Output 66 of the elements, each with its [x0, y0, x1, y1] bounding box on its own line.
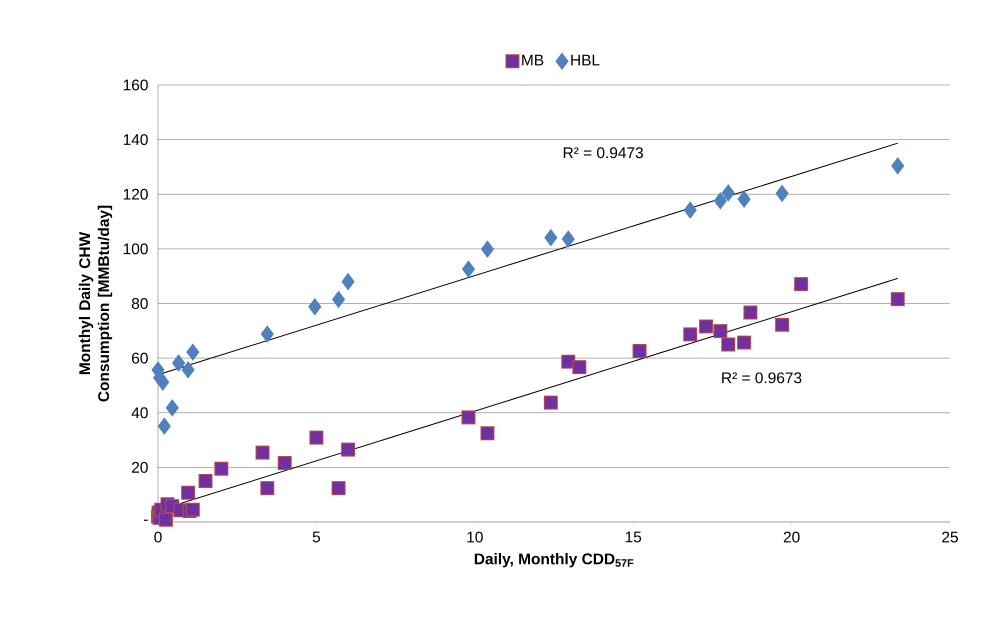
point	[683, 327, 698, 342]
x-tick-label: 0	[154, 532, 162, 543]
point	[462, 260, 475, 278]
point	[166, 399, 179, 416]
x-tick-label: 5	[312, 532, 320, 542]
point	[480, 426, 494, 440]
point	[172, 354, 186, 372]
point	[562, 230, 575, 248]
point	[186, 344, 200, 361]
point	[722, 184, 735, 202]
point	[481, 240, 494, 258]
point	[544, 229, 558, 246]
x-tick-label: 25	[942, 532, 958, 543]
point	[308, 298, 322, 316]
point	[572, 360, 586, 374]
y-tick-label: 120	[124, 188, 148, 200]
point	[890, 292, 905, 306]
point	[214, 462, 228, 476]
point	[743, 306, 758, 320]
annotation: R² = 0.9673	[722, 372, 802, 384]
x-axis-title: Daily, Monthly CDD$_{57F}$	[474, 553, 634, 568]
point	[342, 273, 355, 290]
point	[158, 418, 171, 435]
point	[182, 361, 195, 378]
legend-label: MB	[522, 54, 544, 66]
point	[713, 324, 728, 338]
point	[737, 336, 752, 350]
x-tick-label: 10	[467, 532, 483, 543]
point	[775, 318, 790, 332]
point	[699, 319, 714, 334]
point	[461, 410, 476, 424]
y-tick-label: -	[144, 520, 148, 521]
point	[721, 337, 736, 352]
y-tick-label: 40	[132, 407, 148, 418]
point	[544, 396, 558, 410]
y-tick-label: 160	[124, 80, 148, 90]
legend-label: HBL	[571, 54, 600, 66]
point	[332, 290, 346, 308]
y-tick-label: 20	[132, 462, 148, 473]
point	[714, 192, 727, 210]
point	[891, 157, 904, 174]
point	[256, 446, 270, 460]
point	[260, 481, 274, 496]
point	[776, 184, 789, 202]
y-tick-label: 100	[124, 243, 148, 254]
y-tick-label: 60	[132, 352, 148, 364]
x-tick-label: 15	[626, 532, 642, 542]
point	[186, 502, 200, 517]
point	[794, 277, 808, 292]
x-tick-label: 20	[784, 532, 800, 543]
annotation: R² = 0.9473	[564, 147, 643, 158]
y-axis-title: Monthyl Daily CHW Consumption [MMBtu/day]	[78, 206, 112, 402]
point	[158, 512, 173, 527]
point	[156, 374, 170, 391]
point	[341, 442, 356, 457]
y-tick-label: 140	[124, 134, 148, 146]
point	[181, 486, 196, 500]
point	[632, 344, 647, 358]
point	[684, 202, 697, 219]
point	[260, 326, 274, 343]
point	[332, 481, 346, 496]
point	[738, 190, 751, 208]
point	[309, 430, 324, 445]
point	[278, 456, 292, 470]
point	[198, 474, 212, 488]
y-tick-label: 80	[132, 298, 148, 309]
